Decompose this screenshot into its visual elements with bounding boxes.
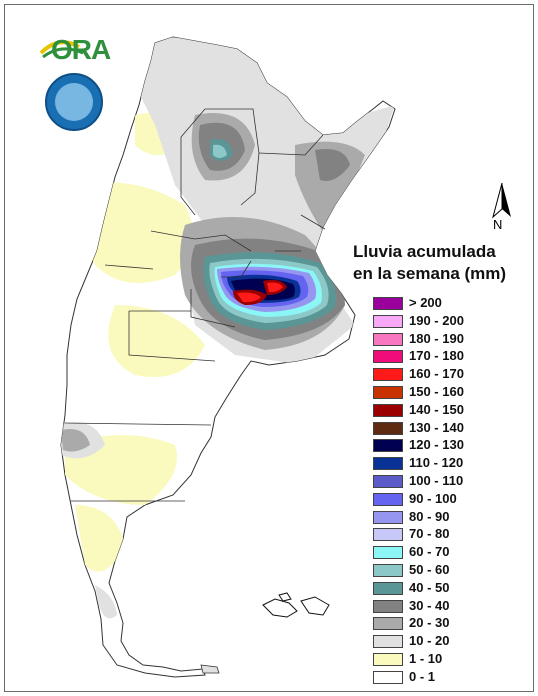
- legend-label: 30 - 40: [409, 597, 450, 613]
- legend-swatch: [373, 492, 403, 506]
- legend-swatch: [373, 350, 403, 364]
- north-label: N: [493, 217, 503, 232]
- legend-title-line2: en la semana (mm): [353, 264, 507, 283]
- legend-swatch: [373, 635, 403, 649]
- legend-swatch: [373, 385, 403, 399]
- legend-label: 10 - 20: [409, 633, 450, 649]
- legend-label: 170 - 180: [409, 348, 464, 364]
- smn-seal-icon: [45, 73, 103, 131]
- legend-title-line1: Lluvia acumulada: [353, 242, 496, 261]
- legend-label: 20 - 30: [409, 615, 450, 631]
- legend-title: Lluvia acumulada en la semana (mm): [353, 241, 506, 285]
- legend-swatch: [373, 510, 403, 524]
- legend-swatch: [373, 617, 403, 631]
- legend-swatch: [373, 297, 403, 310]
- rainfall-contours: [61, 37, 395, 619]
- legend-label: 120 - 130: [409, 437, 464, 453]
- north-arrow-icon: [492, 182, 511, 219]
- legend-swatch: [373, 474, 403, 488]
- legend-label: 80 - 90: [409, 508, 450, 524]
- ora-logo: ORA: [39, 33, 111, 65]
- legend-swatch: [373, 457, 403, 471]
- province-boundaries: [64, 108, 326, 502]
- legend-swatch: [373, 403, 403, 417]
- logo-text: ORA: [51, 34, 111, 65]
- tierra-del-fuego-tail: [200, 664, 220, 674]
- legend-swatch: [373, 439, 403, 453]
- legend-swatch: [373, 652, 403, 666]
- legend-label: 130 - 140: [409, 419, 464, 435]
- legend-label: 100 - 110: [409, 472, 464, 488]
- legend-swatch: [373, 332, 403, 346]
- legend-label: 60 - 70: [409, 544, 450, 560]
- precipitation-map: [60, 36, 396, 678]
- legend-label: 190 - 200: [409, 312, 464, 328]
- legend-label: 110 - 120: [409, 455, 464, 471]
- legend-swatch: [373, 581, 403, 595]
- legend-label: 0 - 1: [409, 668, 436, 684]
- legend-label: 140 - 150: [409, 401, 464, 417]
- legend-label: 40 - 50: [409, 579, 450, 595]
- legend-label: 180 - 190: [409, 330, 464, 346]
- legend-label: 90 - 100: [409, 490, 457, 506]
- legend-label: 150 - 160: [409, 383, 464, 399]
- legend-swatch: [373, 546, 403, 560]
- legend-swatch: [373, 599, 403, 613]
- legend-label: 50 - 60: [409, 561, 450, 577]
- legend-label: 1 - 10: [409, 650, 443, 666]
- legend-swatch: [373, 563, 403, 577]
- legend-label: > 200: [409, 295, 442, 310]
- malvinas-islands: [262, 592, 330, 618]
- legend-swatch: [373, 421, 403, 435]
- legend-swatch: [373, 670, 403, 684]
- legend-label: 70 - 80: [409, 526, 450, 542]
- legend-swatch: [373, 314, 403, 328]
- legend-label: 160 - 170: [409, 366, 464, 382]
- map-frame: ORA N Lluvia acumulada en la semana (mm)…: [4, 4, 534, 692]
- legend-swatch: [373, 528, 403, 542]
- seal-inner-icon: [55, 83, 93, 121]
- legend-swatch: [373, 368, 403, 382]
